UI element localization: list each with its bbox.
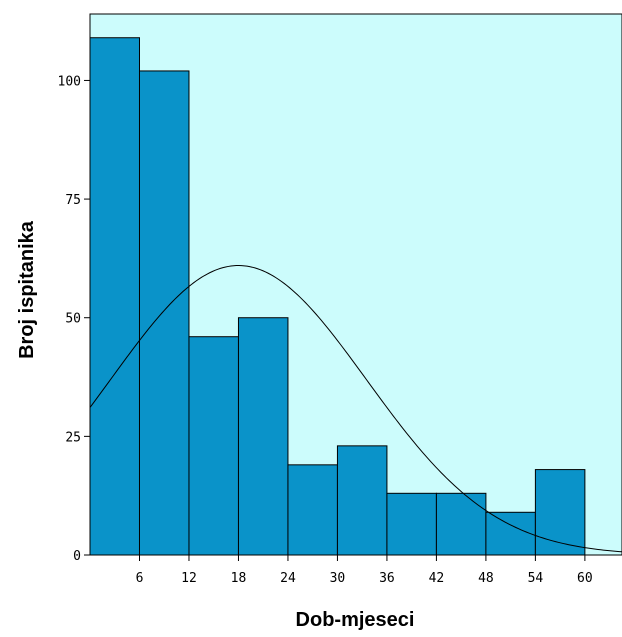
y-tick-label: 25 <box>65 430 81 445</box>
histogram-bar <box>287 464 338 556</box>
histogram-bar <box>534 469 586 556</box>
histogram-bar <box>485 511 536 556</box>
x-tick-label: 6 <box>136 571 144 586</box>
axes-group: 0 25 50 75 100 6 12 18 24 30 36 42 48 54 60 <box>58 74 593 586</box>
x-tick-label: 36 <box>379 571 395 586</box>
histogram-bar <box>435 492 487 556</box>
x-tick-label: 18 <box>231 571 247 586</box>
x-axis-title: Dob-mjeseci <box>296 609 415 631</box>
histogram-bar <box>336 445 388 556</box>
normal-curve <box>89 265 622 553</box>
histogram-bar <box>237 317 289 556</box>
x-tick-label: 30 <box>330 571 346 586</box>
y-tick-label: 0 <box>73 549 81 564</box>
x-tick-label: 12 <box>181 571 197 586</box>
x-tick-label: 48 <box>478 571 494 586</box>
y-tick-label: 50 <box>65 312 81 327</box>
y-axis-title: Broj ispitanika <box>16 220 38 359</box>
x-tick-label: 60 <box>577 571 593 586</box>
x-tick-label: 42 <box>429 571 445 586</box>
x-tick-label: 54 <box>528 571 544 586</box>
y-tick-label: 75 <box>65 193 81 208</box>
histogram-bar <box>138 70 190 556</box>
y-tick-label: 100 <box>58 74 81 89</box>
x-tick-label: 24 <box>280 571 296 586</box>
histogram-bar <box>89 37 140 556</box>
histogram-bar <box>386 492 437 556</box>
histogram-bar <box>188 336 239 556</box>
bars-group <box>89 37 586 556</box>
